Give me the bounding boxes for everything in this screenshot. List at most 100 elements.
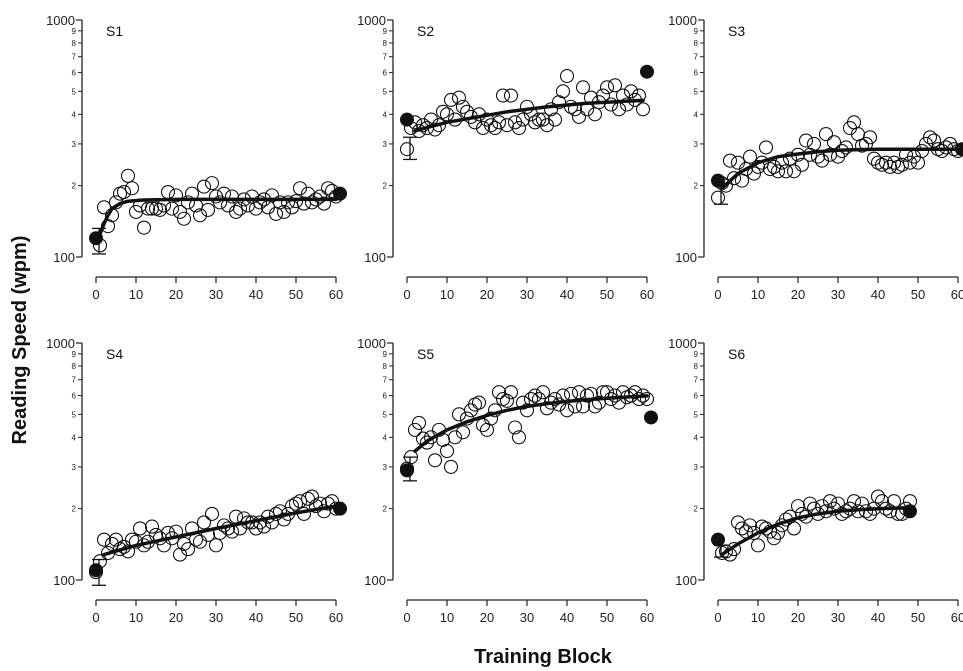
training-point	[475, 121, 491, 136]
y-minor-tick-label: 8	[383, 362, 388, 371]
x-tick-label: 40	[560, 287, 574, 302]
training-point	[922, 130, 938, 145]
training-point	[559, 403, 575, 418]
training-point	[483, 411, 499, 426]
x-tick-label: 0	[714, 610, 721, 625]
training-point	[503, 385, 519, 400]
y-minor-tick-label: 6	[72, 69, 77, 78]
y-minor-tick-label: 3	[383, 140, 388, 149]
x-tick-label: 50	[600, 610, 614, 625]
training-point	[196, 179, 212, 194]
x-tick-label: 50	[289, 610, 303, 625]
x-tick-label: 20	[480, 610, 494, 625]
y-minor-tick-label: 7	[694, 376, 699, 385]
chart-panel-1: 0 10 20 30 40 50 60 100 1000 2 3 4 5 6 7 8 9 S1	[46, 13, 347, 302]
x-tick-label: 0	[714, 287, 721, 302]
y-minor-tick-label: 7	[383, 53, 388, 62]
y-minor-tick-label: 2	[383, 182, 388, 191]
training-point	[451, 90, 467, 105]
y-minor-tick-label: 5	[72, 410, 77, 419]
training-point	[603, 97, 619, 112]
training-point	[427, 453, 443, 468]
panel-label: S6	[728, 346, 745, 362]
x-tick-label: 0	[92, 287, 99, 302]
training-point	[200, 202, 216, 217]
training-point	[571, 385, 587, 400]
training-point	[411, 415, 427, 430]
y-minor-tick-label: 5	[72, 87, 77, 96]
training-point	[228, 204, 244, 219]
x-tick-label: 30	[831, 287, 845, 302]
y-minor-tick-label: 4	[72, 110, 77, 119]
chart-panel-5: 0 10 20 30 40 50 60 100 1000 2 3 4 5 6 7 8 9 S5	[357, 336, 658, 625]
training-point	[124, 181, 140, 196]
x-tick-label: 10	[751, 287, 765, 302]
training-point	[471, 395, 487, 410]
training-point	[272, 195, 288, 210]
training-point	[770, 164, 786, 179]
training-point	[491, 385, 507, 400]
post-test-point	[955, 142, 963, 157]
training-point	[535, 385, 551, 400]
training-point	[742, 518, 758, 533]
training-point	[539, 118, 555, 133]
y-minor-tick-label: 9	[383, 350, 388, 359]
training-point	[160, 184, 176, 200]
x-tick-label: 30	[520, 610, 534, 625]
training-point	[782, 151, 798, 166]
y-minor-tick-label: 3	[694, 140, 699, 149]
x-tick-label: 30	[831, 610, 845, 625]
training-point	[180, 542, 196, 557]
y-minor-tick-label: 3	[694, 463, 699, 472]
training-point	[116, 184, 132, 200]
training-point	[192, 208, 208, 223]
x-tick-label: 10	[440, 287, 454, 302]
training-point	[136, 220, 152, 235]
training-point	[511, 430, 527, 445]
fit-curve	[413, 394, 649, 453]
training-point	[619, 97, 635, 112]
y-minor-tick-label: 5	[383, 87, 388, 96]
x-tick-label: 30	[209, 610, 223, 625]
training-point	[938, 140, 954, 155]
training-point	[152, 202, 168, 217]
training-point	[491, 115, 507, 130]
training-point	[232, 201, 248, 216]
training-point	[766, 159, 782, 174]
training-point	[834, 506, 850, 521]
training-point	[292, 181, 308, 196]
x-tick-label: 0	[403, 610, 410, 625]
y-tick-label: 1000	[668, 336, 697, 351]
y-minor-tick-label: 3	[383, 463, 388, 472]
training-point	[204, 176, 220, 191]
x-tick-label: 60	[640, 610, 654, 625]
training-point	[399, 142, 415, 157]
x-tick-label: 40	[249, 287, 263, 302]
y-minor-tick-label: 9	[694, 350, 699, 359]
training-point	[132, 521, 148, 536]
training-point	[794, 157, 810, 172]
y-minor-tick-label: 9	[694, 27, 699, 36]
training-point	[168, 188, 184, 203]
training-point	[455, 99, 471, 114]
training-point	[914, 143, 930, 159]
training-point	[208, 538, 224, 553]
training-point	[176, 211, 192, 226]
pre-test-point	[400, 112, 414, 127]
training-point	[934, 143, 950, 159]
training-point	[144, 519, 160, 534]
training-point	[627, 385, 643, 400]
chart-panel-3: 0 10 20 30 40 50 60 100 1000 2 3 4 5 6 7 8 9 S3	[668, 13, 963, 302]
training-point	[738, 162, 754, 177]
training-point	[292, 494, 308, 509]
training-point	[192, 534, 208, 549]
y-minor-tick-label: 6	[694, 69, 699, 78]
panel-label: S2	[417, 23, 434, 39]
x-tick-label: 30	[520, 287, 534, 302]
x-tick-label: 20	[480, 287, 494, 302]
y-minor-tick-label: 5	[694, 410, 699, 419]
training-point	[750, 538, 766, 553]
training-point	[778, 164, 794, 179]
training-point	[635, 102, 651, 117]
y-tick-label: 100	[364, 250, 386, 265]
